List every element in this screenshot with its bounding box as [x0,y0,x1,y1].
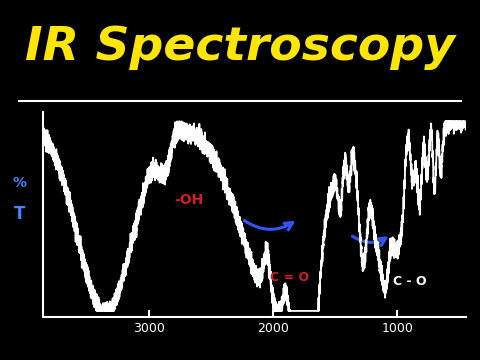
Text: %: % [13,176,27,190]
Text: C = O: C = O [270,271,309,284]
Text: T: T [14,205,25,223]
Text: -OH: -OH [174,193,203,207]
Text: IR Spectroscopy: IR Spectroscopy [25,25,455,70]
FancyArrowPatch shape [244,221,293,230]
FancyArrowPatch shape [352,236,386,246]
Text: C - O: C - O [393,275,427,288]
